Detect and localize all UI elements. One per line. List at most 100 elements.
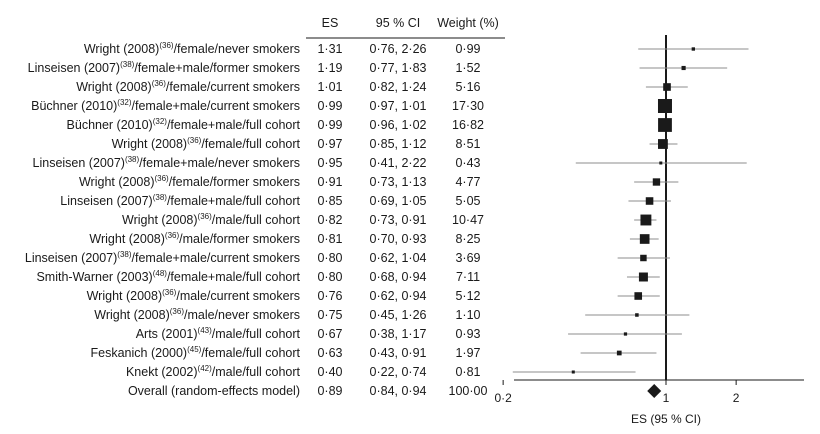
study-es: 1·19 xyxy=(317,61,342,75)
study-subgroup: /male/former smokers xyxy=(179,232,300,246)
study-label: Smith-Warner (2003)(48)/female+male/full… xyxy=(36,269,300,284)
study-subgroup: /female+male/never smokers xyxy=(139,156,300,170)
study-subgroup: /female/full cohort xyxy=(201,346,300,360)
study-weight: 1·10 xyxy=(455,308,480,322)
study-author: Büchner (2010) xyxy=(31,99,117,113)
study-point-estimate xyxy=(645,197,654,205)
study-author: Linseisen (2007) xyxy=(25,251,117,265)
overall-weight: 100·00 xyxy=(449,384,488,398)
study-ci: 0·76, 2·26 xyxy=(370,42,427,56)
study-weight: 0·43 xyxy=(455,156,480,170)
study-ci: 0·62, 0·94 xyxy=(370,289,427,303)
study-reference: (36) xyxy=(152,79,167,88)
study-label: Knekt (2002)(42)/male/full cohort xyxy=(126,364,301,379)
overall-diamond xyxy=(647,384,662,398)
study-ci: 0·45, 1·26 xyxy=(370,308,427,322)
study-point-estimate xyxy=(635,313,639,317)
study-subgroup: /male/full cohort xyxy=(212,365,301,379)
study-ci: 0·62, 1·04 xyxy=(370,251,427,265)
study-label: Wright (2008)(36)/female/current smokers xyxy=(76,79,300,94)
study-subgroup: /male/never smokers xyxy=(184,308,300,322)
study-es: 0·63 xyxy=(317,346,342,360)
study-es: 0·99 xyxy=(317,118,342,132)
study-point-estimate xyxy=(658,118,672,132)
study-reference: (38) xyxy=(120,60,135,69)
study-weight: 17·30 xyxy=(452,99,484,113)
x-tick-label: 2 xyxy=(733,391,740,405)
study-label: Wright (2008)(36)/female/former smokers xyxy=(79,174,300,189)
study-weight: 4·77 xyxy=(455,175,480,189)
study-ci: 0·38, 1·17 xyxy=(370,327,427,341)
study-label: Wright (2008)(36)/male/former smokers xyxy=(89,231,300,246)
study-reference: (45) xyxy=(187,345,202,354)
study-author: Feskanich (2000) xyxy=(91,346,188,360)
study-point-estimate xyxy=(639,234,650,244)
study-label: Wright (2008)(36)/female/never smokers xyxy=(84,41,300,56)
study-point-estimate xyxy=(663,83,671,91)
study-point-estimate xyxy=(640,214,652,226)
study-author: Knekt (2002) xyxy=(126,365,198,379)
study-weight: 5·16 xyxy=(455,80,480,94)
study-subgroup: /female+male/former smokers xyxy=(134,61,300,75)
study-point-estimate xyxy=(571,370,575,374)
study-ci: 0·96, 1·02 xyxy=(370,118,427,132)
study-weight: 0·81 xyxy=(455,365,480,379)
study-es: 1·01 xyxy=(317,80,342,94)
study-author: Wright (2008) xyxy=(122,213,198,227)
study-es: 0·76 xyxy=(317,289,342,303)
study-point-estimate xyxy=(638,272,648,282)
study-point-estimate xyxy=(681,65,686,71)
study-reference: (36) xyxy=(159,41,174,50)
study-weight: 3·69 xyxy=(455,251,480,265)
study-es: 0·40 xyxy=(317,365,342,379)
study-reference: (38) xyxy=(117,250,132,259)
study-reference: (32) xyxy=(153,117,168,126)
study-label: Linseisen (2007)(38)/female+male/former … xyxy=(28,60,300,75)
study-weight: 8·51 xyxy=(455,137,480,151)
study-author: Linseisen (2007) xyxy=(33,156,125,170)
study-ci: 0·41, 2·22 xyxy=(370,156,427,170)
study-author: Wright (2008) xyxy=(84,42,160,56)
study-weight: 0·99 xyxy=(455,42,480,56)
study-subgroup: /female+male/current smokers xyxy=(132,251,300,265)
study-point-estimate xyxy=(634,292,643,300)
study-ci: 0·85, 1·12 xyxy=(370,137,427,151)
study-weight: 0·93 xyxy=(455,327,480,341)
study-weight: 1·52 xyxy=(455,61,480,75)
study-reference: (38) xyxy=(153,193,168,202)
study-es: 0·85 xyxy=(317,194,342,208)
study-author: Wright (2008) xyxy=(112,137,188,151)
study-label: Wright (2008)(36)/female/full cohort xyxy=(112,136,301,151)
study-author: Wright (2008) xyxy=(87,289,163,303)
study-subgroup: /female/full cohort xyxy=(201,137,300,151)
study-subgroup: /female+male/full cohort xyxy=(167,118,301,132)
study-es: 0·81 xyxy=(317,232,342,246)
study-label: Wright (2008)(36)/male/full cohort xyxy=(122,212,300,227)
study-label: Linseisen (2007)(38)/female+male/current… xyxy=(25,250,300,265)
study-weight: 16·82 xyxy=(452,118,484,132)
study-weight: 5·12 xyxy=(455,289,480,303)
study-subgroup: /female+male/full cohort xyxy=(167,270,301,284)
study-es: 0·95 xyxy=(317,156,342,170)
study-point-estimate xyxy=(623,332,628,336)
study-es: 0·99 xyxy=(317,99,342,113)
study-subgroup: /female/former smokers xyxy=(169,175,300,189)
study-author: Wright (2008) xyxy=(89,232,165,246)
study-ci: 0·43, 0·91 xyxy=(370,346,427,360)
study-label: Wright (2008)(36)/male/never smokers xyxy=(94,307,300,322)
study-reference: (42) xyxy=(198,364,213,373)
study-subgroup: /male/full cohort xyxy=(212,327,301,341)
study-weight: 1·97 xyxy=(455,346,480,360)
study-ci: 0·69, 1·05 xyxy=(370,194,427,208)
study-es: 0·82 xyxy=(317,213,342,227)
study-point-estimate xyxy=(652,178,661,186)
study-author: Linseisen (2007) xyxy=(60,194,152,208)
study-reference: (36) xyxy=(170,307,185,316)
study-reference: (43) xyxy=(198,326,213,335)
study-es: 0·91 xyxy=(317,175,342,189)
study-weight: 10·47 xyxy=(452,213,484,227)
study-label: Wright (2008)(36)/male/current smokers xyxy=(87,288,300,303)
study-ci: 0·97, 1·01 xyxy=(370,99,427,113)
overall-es: 0·89 xyxy=(317,384,342,398)
header-ci: 95 % CI xyxy=(376,16,420,30)
